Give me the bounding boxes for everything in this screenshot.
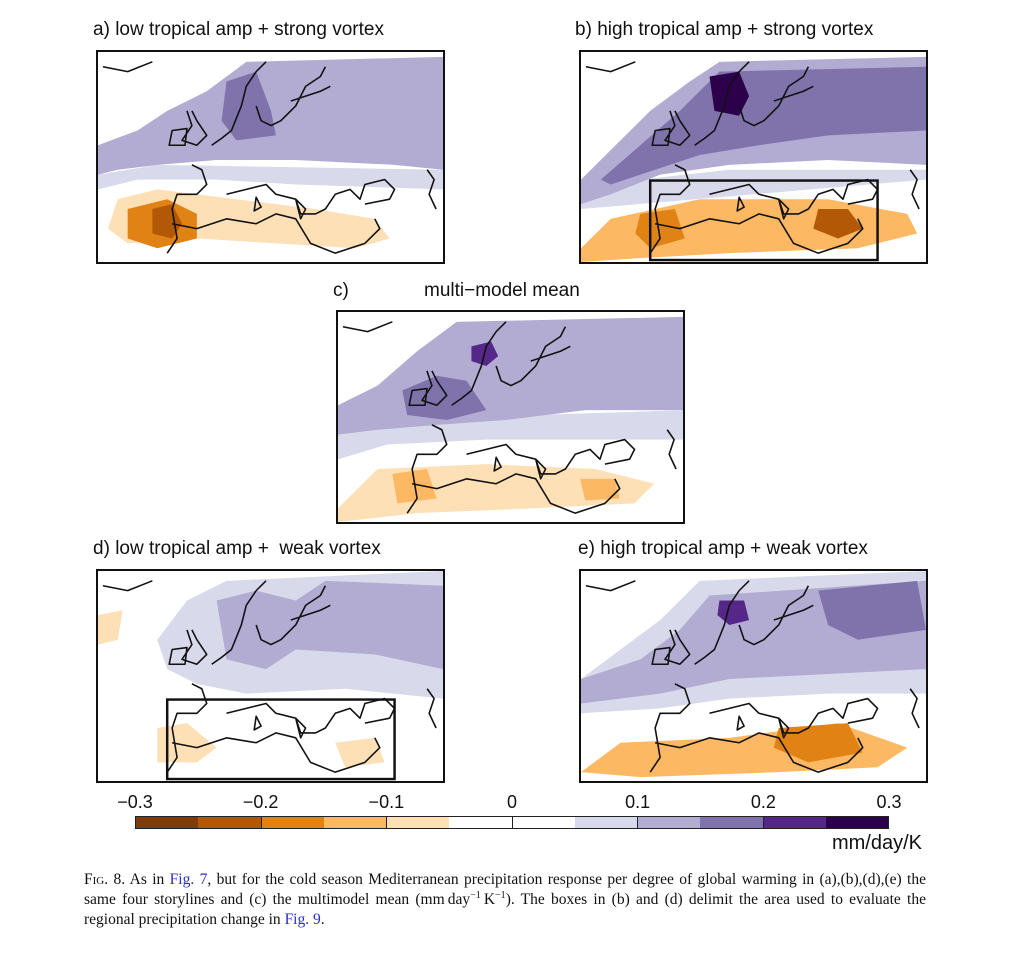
contour-region-iberia-dry — [635, 209, 685, 249]
coastline — [585, 580, 920, 773]
colorbar-tick-label: 0.2 — [750, 792, 776, 812]
map-panel-c — [336, 310, 685, 524]
panel-c-label: c) — [333, 280, 349, 301]
contour-region-north-europe-wet — [600, 66, 926, 185]
colorbar-segment — [198, 817, 262, 828]
map-c-svg — [338, 316, 683, 522]
colorbar-segment — [763, 817, 826, 828]
caption-sup: −1 — [470, 889, 481, 901]
contour-region-mediterranean-dry — [581, 199, 918, 262]
caption-text: , but for the cold season Mediterranean … — [84, 871, 926, 908]
colorbar-tick-label: −0.1 — [368, 792, 405, 812]
map-b-svg — [581, 56, 926, 262]
panel-b-title: b) high tropical amp + strong vortex — [575, 19, 874, 40]
colorbar — [135, 816, 889, 829]
contour-region-iberia-dry — [157, 723, 217, 763]
figure-caption: Fig. 8. As in Fig. 7, but for the cold s… — [84, 870, 926, 930]
map-panel-d — [96, 569, 445, 783]
panel-a-title: a) low tropical amp + strong vortex — [93, 19, 384, 40]
colorbar-tick-label: 0.3 — [876, 792, 902, 812]
caption-text: . — [320, 911, 325, 928]
coastline — [102, 61, 437, 254]
colorbar-segment — [512, 817, 575, 828]
contour-region-norway-core — [709, 71, 750, 116]
map-panel-b — [579, 50, 928, 264]
map-panel-a — [96, 50, 445, 264]
colorbar-segment — [323, 817, 387, 828]
contour-region-atlantic-dry — [98, 610, 123, 645]
colorbar-tick-label: 0 — [506, 792, 518, 812]
link-fig-9[interactable]: Fig. 9 — [284, 911, 321, 928]
colorbar-segment — [700, 817, 764, 828]
colorbar-segment — [387, 817, 450, 828]
caption-text: K — [480, 891, 496, 908]
caption-sup: −1 — [495, 889, 506, 901]
colorbar-segment — [638, 817, 701, 828]
coastline — [102, 580, 437, 773]
map-e-svg — [581, 571, 926, 778]
panel-c-title: multi−model mean — [424, 280, 580, 301]
colorbar-segment — [574, 817, 638, 828]
caption-fig-label: Fig. 8. — [84, 871, 126, 888]
map-panel-e — [579, 569, 928, 783]
colorbar-segment — [261, 817, 324, 828]
link-fig-7[interactable]: Fig. 7 — [169, 871, 208, 888]
caption-text: As in — [125, 871, 170, 888]
contour-region-atlantic-band — [98, 145, 443, 190]
coastline — [342, 321, 677, 514]
evaluation-box — [648, 179, 879, 262]
panel-e-title: e) high tropical amp + weak vortex — [578, 538, 868, 559]
colorbar-segment — [136, 817, 199, 828]
contour-region-east-med-dry — [335, 737, 385, 768]
colorbar-tick-label: −0.3 — [117, 792, 153, 812]
colorbar-segment — [825, 817, 888, 828]
coastline — [585, 61, 920, 254]
contour-region-atlantic-band — [338, 410, 683, 460]
panel-d-title: d) low tropical amp + weak vortex — [93, 538, 381, 559]
contour-region-iberia-dry-core — [152, 204, 183, 239]
caption-text: ). The boxes in (b) and (d) delimit the … — [84, 891, 926, 928]
colorbar-tick-label: −0.2 — [242, 792, 279, 812]
map-d-svg — [98, 571, 443, 781]
evaluation-box — [165, 698, 396, 781]
contour-region-east-med-core — [813, 209, 863, 239]
contour-region-central-north-wet — [216, 580, 443, 670]
contour-region-east-med-dry — [580, 478, 620, 501]
colorbar-tick-label: 0.1 — [625, 792, 651, 812]
map-a-svg — [98, 56, 443, 254]
contour-region-russia-wet — [818, 580, 926, 640]
colorbar-units: mm/day/K — [831, 832, 922, 854]
colorbar-segment — [449, 817, 513, 828]
